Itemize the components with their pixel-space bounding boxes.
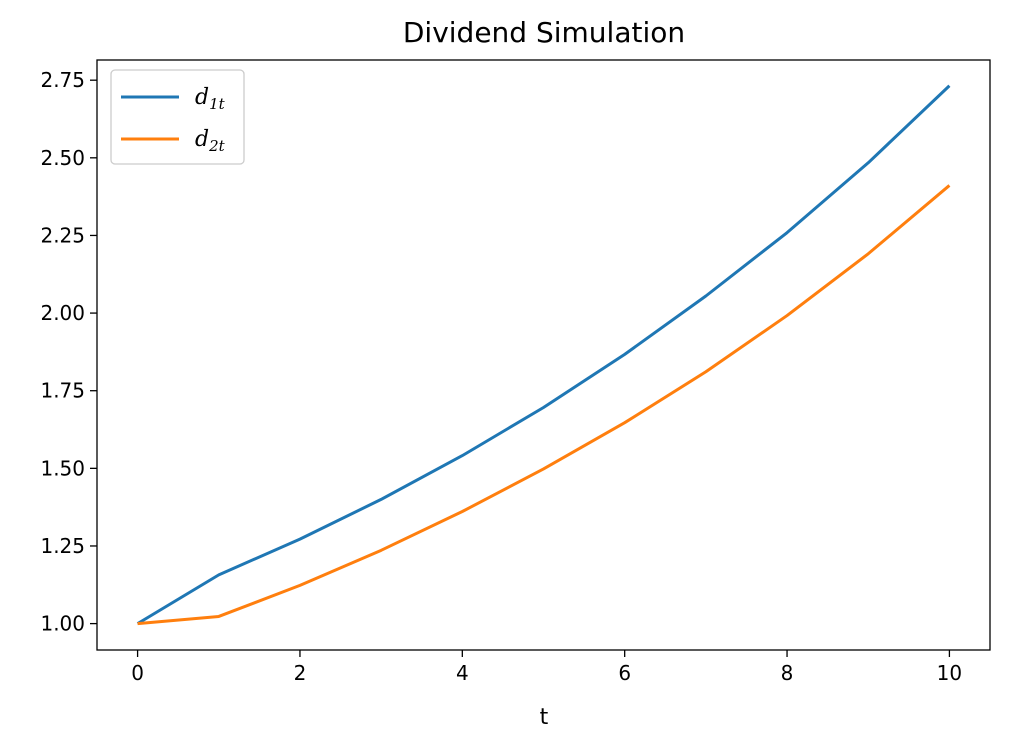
x-axis: 0 2 4 6 8 10	[131, 650, 962, 685]
chart-title: Dividend Simulation	[403, 16, 685, 49]
x-tick-label: 8	[781, 661, 794, 685]
y-tick-label: 2.75	[40, 68, 85, 92]
y-tick-label: 2.25	[40, 223, 85, 247]
series-line-d1t	[136, 84, 951, 625]
y-tick-label: 1.00	[40, 612, 85, 636]
x-tick-label: 10	[937, 661, 962, 685]
x-axis-label: t	[540, 705, 549, 730]
series-layer	[136, 84, 951, 626]
x-tick-label: 4	[456, 661, 469, 685]
y-tick-label: 1.75	[40, 379, 85, 403]
legend: d1t d2t	[110, 69, 245, 165]
x-tick-label: 0	[131, 661, 144, 685]
series-line-d2t	[137, 184, 951, 626]
plot-area	[96, 59, 991, 651]
y-tick-label: 1.50	[40, 456, 85, 480]
x-tick-label: 2	[294, 661, 307, 685]
y-tick-label: 1.25	[40, 534, 85, 558]
y-tick-label: 2.00	[40, 301, 85, 325]
x-tick-label: 6	[618, 661, 631, 685]
y-tick-label: 2.50	[40, 146, 85, 170]
legend-label-d2t: d2t	[195, 127, 226, 155]
legend-label-d1t: d1t	[195, 85, 226, 113]
y-axis: 1.00 1.25 1.50 1.75 2.00 2.25 2.50 2.75	[40, 68, 97, 636]
